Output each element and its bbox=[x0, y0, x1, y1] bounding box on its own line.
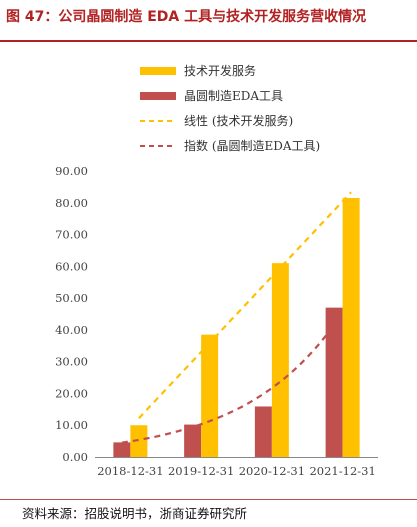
trendline-linear bbox=[138, 191, 352, 419]
legend-label-0: 技术开发服务 bbox=[184, 63, 256, 78]
bar-eda-tool bbox=[184, 424, 202, 457]
source-note: 资料来源：招股说明书，浙商证券研究所 bbox=[22, 506, 248, 521]
bar-tech-service bbox=[201, 334, 219, 457]
legend-trend-label-0: 线性 (技术开发服务) bbox=[184, 113, 293, 128]
x-tick-label: 2020-12-31 bbox=[239, 464, 305, 478]
legend-label-1: 晶圆制造EDA工具 bbox=[184, 89, 283, 103]
trendline-group bbox=[121, 191, 352, 444]
y-tick-label: 60.00 bbox=[55, 259, 88, 273]
y-tick-label: 50.00 bbox=[55, 291, 88, 305]
title-divider bbox=[0, 40, 417, 42]
footer-divider bbox=[0, 499, 417, 500]
y-tick-label: 80.00 bbox=[55, 196, 88, 210]
bar-eda-tool bbox=[254, 406, 272, 457]
bar-eda-tool bbox=[325, 307, 343, 457]
y-tick-label: 70.00 bbox=[55, 228, 88, 242]
y-tick-label: 30.00 bbox=[55, 355, 88, 369]
bar-eda-tool bbox=[113, 442, 131, 457]
x-axis: 2018-12-31 2019-12-31 2020-12-31 2021-12-31 bbox=[95, 457, 378, 478]
y-tick-label: 90.00 bbox=[55, 164, 88, 178]
legend-swatch-0 bbox=[140, 67, 176, 75]
x-tick-label: 2019-12-31 bbox=[168, 464, 234, 478]
y-tick-label: 20.00 bbox=[55, 386, 88, 400]
bar-tech-service bbox=[271, 263, 289, 457]
legend-swatch-1 bbox=[140, 92, 176, 100]
x-tick-label: 2018-12-31 bbox=[97, 464, 163, 478]
bar-tech-service bbox=[342, 198, 360, 457]
y-axis: 0.00 10.00 20.00 30.00 40.00 50.00 60.00 70.00 8… bbox=[55, 164, 88, 464]
y-tick-label: 40.00 bbox=[55, 323, 88, 337]
figure-title: 图 47：公司晶圆制造 EDA 工具与技术开发服务营收情况 bbox=[6, 9, 367, 25]
bar-tech-service bbox=[130, 425, 148, 457]
y-tick-label: 10.00 bbox=[55, 418, 88, 432]
bar-group bbox=[113, 198, 360, 457]
y-tick-label: 0.00 bbox=[62, 450, 88, 464]
x-tick-label: 2021-12-31 bbox=[309, 464, 375, 478]
trendline-exponential bbox=[121, 324, 335, 444]
legend-trend-label-1: 指数 (晶圆制造EDA工具) bbox=[184, 138, 320, 153]
